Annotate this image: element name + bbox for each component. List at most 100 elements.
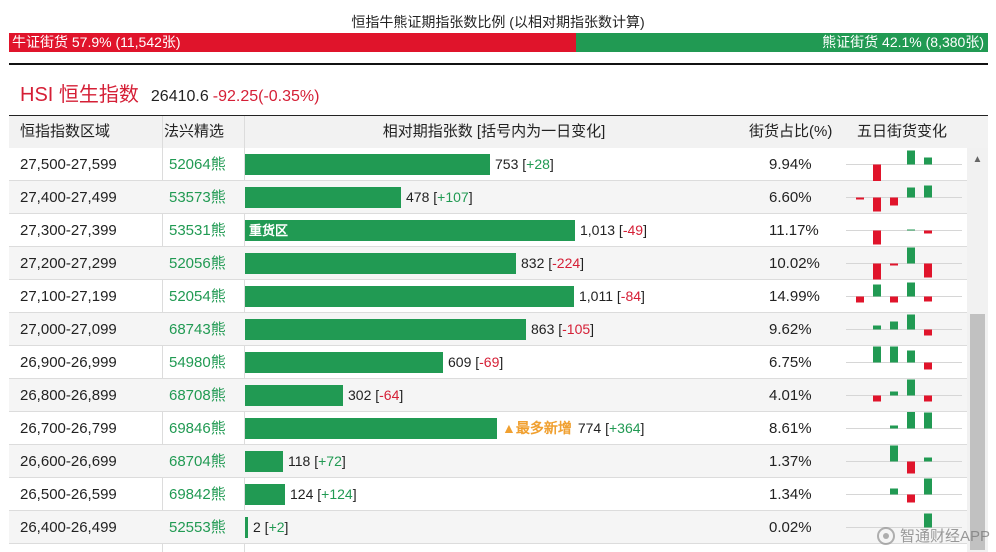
sparkline-bar xyxy=(924,362,932,370)
warrant-code-link[interactable]: 68708熊 xyxy=(169,387,226,404)
range-cell: 27,500-27,599 xyxy=(20,156,117,173)
table-row[interactable]: 27,100-27,199 52054熊 1,011 [-84] 14.99% xyxy=(9,280,967,313)
sparkline-bar xyxy=(873,197,881,212)
warrant-code-link[interactable]: 54980熊 xyxy=(169,354,226,371)
warrant-code-link[interactable]: 68743熊 xyxy=(169,321,226,338)
outstanding-percent: 9.62% xyxy=(769,321,812,338)
relative-bar xyxy=(245,253,516,274)
daily-change: +28 xyxy=(526,156,550,172)
table-row[interactable]: 26,400-26,499 52553熊 2 [+2] 0.02% xyxy=(9,511,967,544)
range-cell: 27,400-27,499 xyxy=(20,189,117,206)
five-day-sparkline xyxy=(846,379,962,402)
daily-change: -69 xyxy=(479,354,500,370)
warrant-code-link[interactable]: 52064熊 xyxy=(169,156,226,173)
scrollbar-thumb[interactable] xyxy=(970,314,985,550)
daily-change: -64 xyxy=(379,387,400,403)
table-row[interactable]: 27,400-27,499 53573熊 478 [+107] 6.60% xyxy=(9,181,967,214)
relative-count: 1,011 xyxy=(579,288,613,304)
warrant-code-link[interactable]: 52054熊 xyxy=(169,288,226,305)
table-row[interactable]: 27,000-27,099 68743熊 863 [-105] 9.62% xyxy=(9,313,967,346)
range-cell: 27,000-27,099 xyxy=(20,321,117,338)
five-day-sparkline xyxy=(846,150,962,181)
watermark: 智通财经APP xyxy=(876,525,990,546)
five-day-sparkline xyxy=(846,229,962,245)
scrollbar[interactable]: ▲ xyxy=(967,148,988,552)
sparkline-bar xyxy=(873,230,881,245)
sparkline-bar xyxy=(907,314,915,330)
table-row[interactable]: 27,500-27,599 52064熊 753 [+28] 9.94% xyxy=(9,148,967,181)
sparkline-bar xyxy=(907,461,915,474)
table-row[interactable]: 26,800-26,899 68708熊 302 [-64] 4.01% xyxy=(9,379,967,412)
relative-count: 832 xyxy=(521,255,545,271)
divider xyxy=(9,63,988,65)
sparkline-bar xyxy=(924,296,932,302)
relative-bar xyxy=(245,484,285,505)
index-summary: HSI 恒生指数 26410.6 -92.25(-0.35%) xyxy=(20,78,319,107)
table-row[interactable]: 27,200-27,299 52056熊 832 [-224] 10.02% xyxy=(9,247,967,280)
range-cell: 26,800-26,899 xyxy=(20,387,117,404)
five-day-sparkline xyxy=(846,185,962,212)
relative-value: 478 [+107] xyxy=(406,189,473,205)
relative-value: 832 [-224] xyxy=(521,255,585,271)
table-body[interactable]: 27,500-27,599 52064熊 753 [+28] 9.94% 27,400-… xyxy=(9,148,967,552)
sparkline-bar xyxy=(873,263,881,280)
outstanding-percent: 14.99% xyxy=(769,288,820,305)
bull-bear-ratio-bar: 牛证街货 57.9% (11,542张) 熊证街货 42.1% (8,380张) xyxy=(9,33,988,52)
table-row[interactable]: 26,500-26,599 69842熊 124 [+124] 1.34% xyxy=(9,478,967,511)
warrant-code-link[interactable]: 53531熊 xyxy=(169,222,226,239)
relative-count: 609 xyxy=(448,354,472,370)
relative-count: 1,013 xyxy=(580,222,616,238)
range-cell: 26,700-26,799 xyxy=(20,420,117,437)
five-day-sparkline xyxy=(846,478,962,503)
header-percent: 街货占比(%) xyxy=(749,123,833,140)
sparkline-bar xyxy=(873,346,881,363)
range-cell: 26,600-26,699 xyxy=(20,453,117,470)
range-cell: 27,300-27,399 xyxy=(20,222,117,239)
five-day-sparkline xyxy=(846,513,962,528)
header-five-day: 五日街货变化 xyxy=(857,123,948,140)
relative-value: 1,013 [-49] xyxy=(580,222,647,238)
five-day-sparkline xyxy=(846,282,962,303)
sparkline-bar xyxy=(924,513,932,528)
relative-count: 863 xyxy=(531,321,555,337)
sparkline-bar xyxy=(873,325,881,330)
sparkline-bar xyxy=(924,457,932,462)
relative-value: 124 [+124] xyxy=(290,486,357,502)
relative-count: 2 xyxy=(253,519,261,535)
outstanding-percent: 8.61% xyxy=(769,420,812,437)
warrant-code-link[interactable]: 68704熊 xyxy=(169,453,226,470)
relative-value: 753 [+28] xyxy=(495,156,554,172)
table-row[interactable]: 27,300-27,399 53531熊 重货区 1,013 [-49] 11.17% xyxy=(9,214,967,247)
header-relative: 相对期指张数 [括号内为一日变化] xyxy=(382,123,606,140)
sparkline-bar xyxy=(907,150,915,165)
daily-change: -84 xyxy=(620,288,642,304)
warrant-code-link[interactable]: 52553熊 xyxy=(169,519,226,536)
relative-bar xyxy=(245,154,490,175)
sparkline-bar xyxy=(856,296,864,303)
warrant-code-link[interactable]: 52056熊 xyxy=(169,255,226,272)
sparkline-bar xyxy=(924,412,932,429)
table-row[interactable]: 26,700-26,799 69846熊 ▲最多新增 774 [+364] 8.61% xyxy=(9,412,967,445)
sparkline-bar xyxy=(907,412,915,429)
sparkline-bar xyxy=(924,185,932,198)
warrant-code-link[interactable]: 69846熊 xyxy=(169,420,226,437)
relative-value: 302 [-64] xyxy=(348,387,404,403)
sparkline-bar xyxy=(924,263,932,278)
ratio-title: 恒指牛熊证期指张数比例 (以相对期指张数计算) xyxy=(351,14,645,30)
daily-change: +107 xyxy=(437,189,469,205)
sparkline-bar xyxy=(873,284,881,297)
daily-change: +124 xyxy=(321,486,353,502)
index-change: -92.25(-0.35%) xyxy=(212,88,320,105)
table-row[interactable]: 26,900-26,999 54980熊 609 [-69] 6.75% xyxy=(9,346,967,379)
table-row[interactable]: 26,600-26,699 68704熊 118 [+72] 1.37% xyxy=(9,445,967,478)
daily-change: +2 xyxy=(268,519,285,535)
range-cell: 26,900-26,999 xyxy=(20,354,117,371)
relative-value: 118 [+72] xyxy=(288,453,346,469)
scroll-up-arrow-icon[interactable]: ▲ xyxy=(972,154,983,165)
watermark-logo-icon xyxy=(876,526,895,545)
sparkline-bar xyxy=(890,197,898,206)
daily-change: -105 xyxy=(562,321,591,337)
outstanding-percent: 6.75% xyxy=(769,354,812,371)
warrant-code-link[interactable]: 53573熊 xyxy=(169,189,226,206)
warrant-code-link[interactable]: 69842熊 xyxy=(169,486,226,503)
